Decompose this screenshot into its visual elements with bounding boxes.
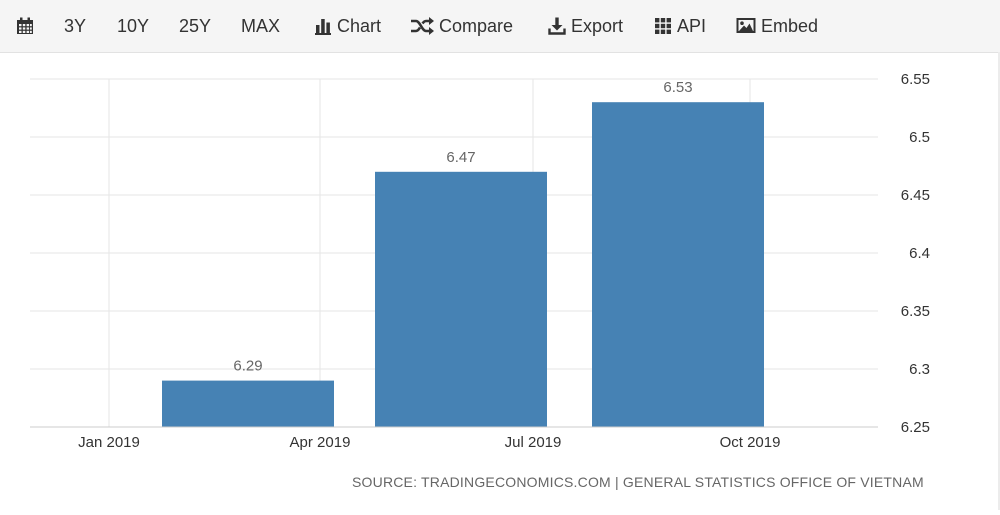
y-tick-label: 6.4 [909, 245, 930, 262]
export-label: Export [571, 15, 624, 36]
x-tick-label: Oct 2019 [720, 434, 781, 451]
bar [162, 380, 334, 427]
source-note: SOURCE: TRADINGECONOMICS.COM | GENERAL S… [352, 474, 924, 490]
embed-label: Embed [761, 15, 819, 36]
y-tick-label: 6.35 [901, 303, 930, 320]
y-tick-label: 6.3 [909, 361, 930, 378]
api-label: API [677, 15, 707, 36]
image-icon [736, 17, 756, 35]
chart-button[interactable]: Chart [314, 0, 381, 52]
calendar-button[interactable] [16, 0, 34, 52]
bar-chart-icon [314, 17, 332, 35]
range-10y-button[interactable]: 10Y [117, 0, 149, 52]
range-25y-button[interactable]: 25Y [179, 0, 211, 52]
y-tick-label: 6.45 [901, 187, 930, 204]
range-max-label: MAX [241, 15, 281, 36]
shuffle-icon [410, 17, 434, 35]
grid-icon [654, 17, 672, 35]
chart-frame-edge [998, 52, 1000, 510]
range-10y-label: 10Y [117, 15, 150, 36]
range-3y-label: 3Y [64, 15, 87, 36]
download-icon [548, 17, 566, 35]
range-max-button[interactable]: MAX [241, 0, 280, 52]
bar [375, 171, 547, 427]
chart-toolbar: 3Y 10Y 25Y MAX Chart Compare [0, 0, 1000, 53]
compare-label: Compare [439, 15, 514, 36]
export-button[interactable]: Export [548, 0, 623, 52]
y-tick-label: 6.5 [909, 129, 930, 146]
chart-area: 6.25 6.3 6.35 6.4 6.45 6.5 6.55 6.29 6.47 6.53 Jan… [0, 52, 1000, 510]
data-label: 6.47 [446, 149, 475, 166]
bar-chart: 6.25 6.3 6.35 6.4 6.45 6.5 6.55 6.29 6.47 6.53 Jan… [30, 71, 930, 451]
calendar-icon [16, 17, 34, 35]
chart-label: Chart [337, 15, 382, 36]
embed-button[interactable]: Embed [736, 0, 818, 52]
range-3y-button[interactable]: 3Y [64, 0, 86, 52]
x-tick-label: Apr 2019 [290, 434, 351, 451]
x-tick-label: Jan 2019 [78, 434, 140, 451]
range-25y-label: 25Y [179, 15, 212, 36]
data-label: 6.29 [233, 358, 262, 375]
y-tick-label: 6.25 [901, 419, 930, 436]
bar [592, 102, 764, 427]
y-tick-label: 6.55 [901, 71, 930, 88]
api-button[interactable]: API [654, 0, 706, 52]
data-label: 6.53 [663, 79, 692, 96]
x-tick-label: Jul 2019 [505, 434, 562, 451]
compare-button[interactable]: Compare [410, 0, 513, 52]
